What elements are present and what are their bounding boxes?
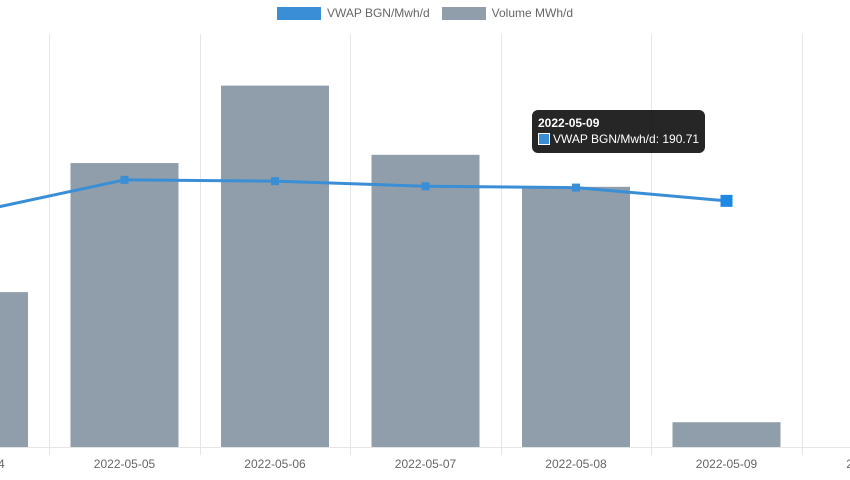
- vwap-point-2022-05-05: [120, 175, 129, 184]
- vwap-point-2022-05-06: [271, 177, 279, 186]
- tooltip-value: VWAP BGN/Mwh/d: 190.71: [553, 132, 700, 146]
- bar-volume-2022-05-09: [672, 422, 781, 447]
- legend-item-vwap[interactable]: VWAP BGN/Mwh/d: [276, 6, 430, 20]
- x-tick-label: 2022-05-09: [696, 457, 758, 471]
- x-tick-label: 2022-05-08: [545, 457, 607, 471]
- bar-volume-2022-05-04: [0, 292, 28, 447]
- x-tick-label: 2022-05-04: [0, 457, 5, 471]
- chart-legend: VWAP BGN/Mwh/d Volume MWh/d: [0, 6, 850, 20]
- bar-volume-2022-05-07: [371, 154, 480, 448]
- x-tick-label: 2022-05-07: [395, 457, 457, 471]
- x-tick-label: 2022-05-06: [244, 457, 306, 471]
- legend-swatch-volume: [441, 6, 486, 20]
- tooltip-row: VWAP BGN/Mwh/d: 190.71: [538, 131, 699, 147]
- legend-label-volume: Volume MWh/d: [491, 6, 574, 20]
- tooltip-title: 2022-05-09: [538, 116, 600, 130]
- vwap-point-2022-05-07: [421, 182, 430, 191]
- vwap-point-2022-05-09: [720, 194, 733, 207]
- x-tick-label: 2022-05-10: [846, 457, 850, 471]
- bar-volume-2022-05-05: [70, 163, 179, 447]
- vwap-point-2022-05-08: [572, 183, 580, 192]
- x-tick-label: 2022-05-05: [94, 457, 156, 471]
- legend-label-vwap: VWAP BGN/Mwh/d: [326, 6, 430, 20]
- tooltip-swatch: [538, 133, 550, 145]
- bar-volume-2022-05-08: [522, 186, 630, 447]
- vwap-line: [0, 178, 727, 209]
- chart-tooltip: 2022-05-09 VWAP BGN/Mwh/d: 190.71: [532, 110, 706, 153]
- bar-volume-2022-05-06: [221, 85, 329, 447]
- legend-item-volume[interactable]: Volume MWh/d: [441, 6, 574, 20]
- legend-swatch-vwap: [276, 6, 321, 20]
